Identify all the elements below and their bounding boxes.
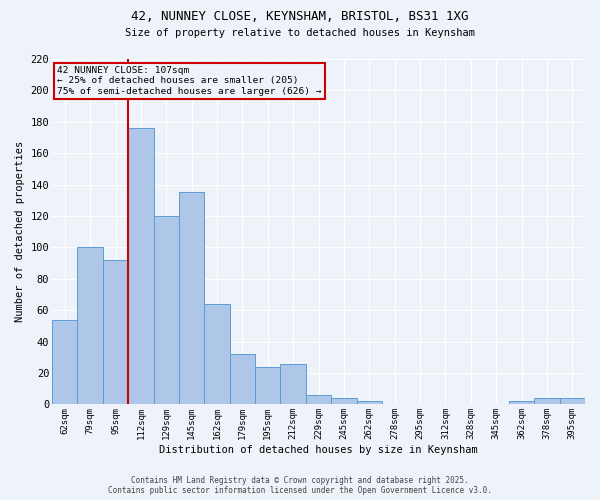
X-axis label: Distribution of detached houses by size in Keynsham: Distribution of detached houses by size … xyxy=(159,445,478,455)
Bar xyxy=(103,260,128,404)
Bar xyxy=(154,216,179,404)
Bar xyxy=(280,364,306,405)
Text: Size of property relative to detached houses in Keynsham: Size of property relative to detached ho… xyxy=(125,28,475,38)
Bar xyxy=(331,398,356,404)
Y-axis label: Number of detached properties: Number of detached properties xyxy=(15,141,25,322)
Text: 42 NUNNEY CLOSE: 107sqm
← 25% of detached houses are smaller (205)
75% of semi-d: 42 NUNNEY CLOSE: 107sqm ← 25% of detache… xyxy=(58,66,322,96)
Bar xyxy=(52,320,77,404)
Bar xyxy=(356,402,382,404)
Bar xyxy=(205,304,230,404)
Bar xyxy=(509,402,534,404)
Bar xyxy=(77,248,103,404)
Bar xyxy=(128,128,154,404)
Bar xyxy=(534,398,560,404)
Text: 42, NUNNEY CLOSE, KEYNSHAM, BRISTOL, BS31 1XG: 42, NUNNEY CLOSE, KEYNSHAM, BRISTOL, BS3… xyxy=(131,10,469,23)
Bar xyxy=(179,192,205,404)
Text: Contains HM Land Registry data © Crown copyright and database right 2025.
Contai: Contains HM Land Registry data © Crown c… xyxy=(108,476,492,495)
Bar xyxy=(255,366,280,405)
Bar xyxy=(230,354,255,405)
Bar xyxy=(560,398,585,404)
Bar xyxy=(306,395,331,404)
